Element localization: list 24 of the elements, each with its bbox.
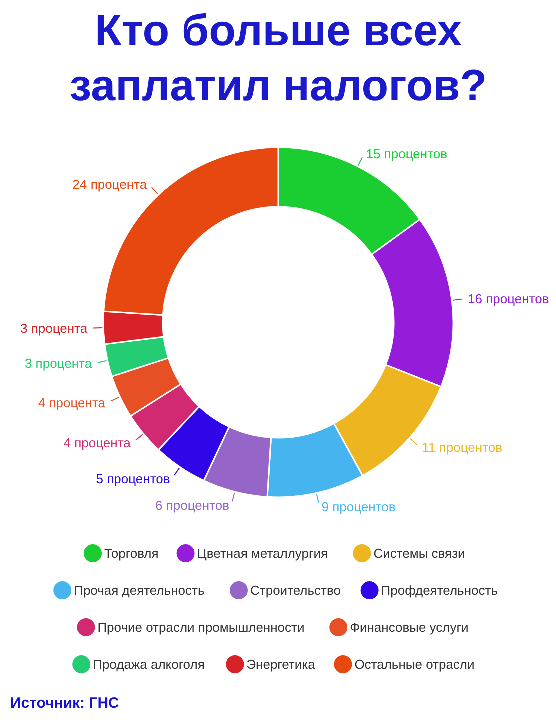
chart-title: Кто больше всех заплатил налогов? — [70, 6, 488, 110]
legend-label: Прочие отрасли промышленности — [98, 620, 305, 635]
legend-label: Финансовые услуги — [350, 620, 469, 635]
legend-label: Профдеятельность — [381, 583, 498, 598]
data-label: 15 процентов — [366, 146, 448, 162]
legend-label: Торговля — [104, 546, 159, 561]
data-label: 5 процентов — [96, 471, 170, 486]
data-label: 4 процента — [64, 435, 132, 450]
legend-label: Продажа алкоголя — [93, 657, 205, 672]
data-label: 6 процентов — [156, 498, 230, 514]
legend-label: Цветная металлургия — [197, 546, 328, 561]
text: Источник: ГНС — [10, 695, 120, 712]
data-label: 24 процента — [72, 177, 148, 192]
legend-label: Строительство — [250, 583, 341, 598]
data-label: 3 процента — [20, 320, 88, 336]
data-label: 11 процентов — [422, 440, 503, 455]
data-label: 3 процента — [24, 356, 93, 372]
data-label: 4 процента — [38, 395, 106, 410]
data-label: 16 процентов — [468, 291, 550, 306]
legend-label: Энергетика — [246, 657, 316, 672]
legend-label: Прочая деятельность — [74, 583, 205, 598]
data-label: 9 процентов — [322, 499, 396, 514]
legend-label: Остальные отрасли — [354, 657, 475, 672]
legend-label: Системы связи — [374, 546, 466, 561]
